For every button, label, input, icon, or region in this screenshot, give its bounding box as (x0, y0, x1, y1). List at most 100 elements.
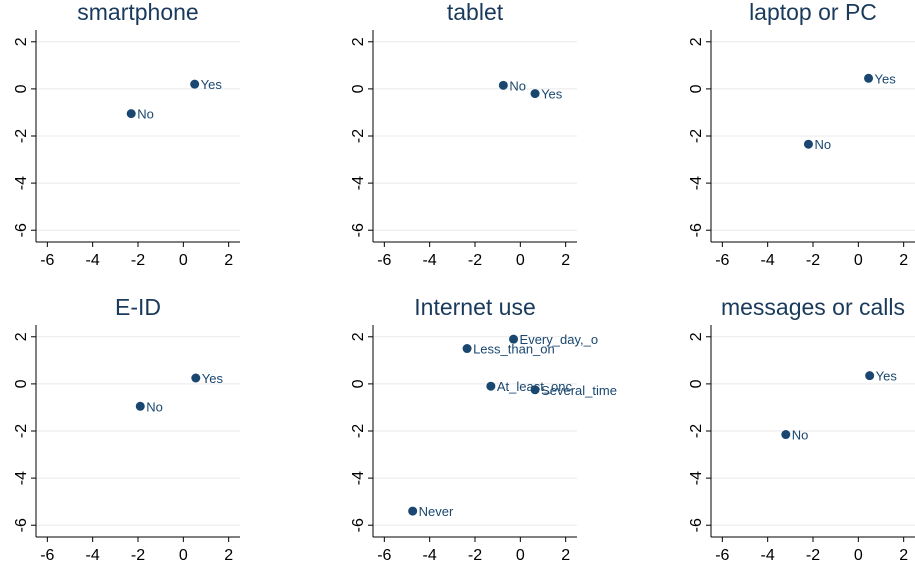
data-point-label: Several_time (541, 383, 617, 398)
data-point-label: No (509, 78, 526, 93)
y-tick-label: -4 (13, 471, 30, 485)
panel-title: smartphone (77, 0, 198, 25)
y-tick-label: -2 (350, 129, 367, 143)
data-point-label: No (137, 107, 154, 122)
y-tick-label: 2 (350, 332, 367, 341)
data-point-label: No (792, 428, 809, 443)
panel-title: laptop or PC (749, 0, 877, 25)
y-tick-label: -6 (350, 518, 367, 532)
y-tick-label: 0 (350, 84, 367, 93)
data-point (190, 79, 200, 89)
data-point-label: No (814, 137, 831, 152)
x-tick-label: -2 (806, 252, 820, 269)
y-tick-label: -4 (350, 471, 367, 485)
x-tick-label: -6 (715, 547, 729, 564)
panel-5: Internet use 2 0 -2 -4 -6 -6 -4 -2 0 2 Every_day,_o… (350, 294, 617, 564)
data-point (135, 401, 145, 411)
x-tick-label: -6 (377, 252, 391, 269)
x-tick-label: -6 (40, 547, 54, 564)
panel-4: E-ID 2 0 -2 -4 -6 -6 -4 -2 0 2 Yes No (13, 294, 240, 564)
y-tick-label: -6 (688, 518, 705, 532)
data-point (865, 371, 875, 381)
y-tick-label: -2 (13, 129, 30, 143)
data-point-label: Yes (541, 87, 563, 102)
y-tick-label: 2 (13, 332, 30, 341)
y-tick-label: -4 (350, 176, 367, 190)
x-tick-label: 0 (854, 252, 863, 269)
data-point (126, 109, 136, 119)
data-point (803, 139, 813, 149)
x-tick-label: 0 (516, 252, 525, 269)
y-tick-label: -4 (688, 176, 705, 190)
x-tick-label: -4 (423, 252, 437, 269)
x-tick-label: -2 (806, 547, 820, 564)
panel-2: tablet 2 0 -2 -4 -6 -6 -4 -2 0 2 No Yes (350, 0, 577, 269)
x-tick-label: -2 (131, 252, 145, 269)
data-point (864, 73, 874, 83)
x-tick-label: 2 (899, 252, 908, 269)
data-point-label: Every_day,_o (520, 332, 599, 347)
x-tick-label: -4 (761, 547, 775, 564)
x-tick-label: 2 (224, 252, 233, 269)
panel-title: tablet (447, 0, 504, 25)
x-tick-label: 2 (899, 547, 908, 564)
x-tick-label: -6 (715, 252, 729, 269)
data-point-label: Yes (201, 77, 223, 92)
y-tick-label: 0 (13, 379, 30, 388)
panel-title: messages or calls (721, 294, 905, 320)
data-point (530, 385, 540, 395)
x-tick-label: 2 (561, 252, 570, 269)
y-tick-label: 0 (13, 84, 30, 93)
data-point (498, 80, 508, 90)
data-point-label: Less_than_on (473, 342, 555, 357)
y-tick-label: -6 (688, 223, 705, 237)
data-point (408, 506, 418, 516)
data-point (530, 89, 540, 99)
x-tick-label: -2 (468, 252, 482, 269)
panel-6: messages or calls 2 0 -2 -4 -6 -6 -4 -2 0 2 Yes No (688, 294, 915, 564)
panel-title: Internet use (414, 294, 535, 320)
data-point (486, 381, 496, 391)
x-tick-label: -6 (377, 547, 391, 564)
x-tick-label: -4 (86, 252, 100, 269)
data-point-label: No (146, 399, 163, 414)
y-tick-label: 0 (688, 84, 705, 93)
data-point-label: Yes (875, 71, 897, 86)
y-tick-label: 2 (688, 37, 705, 46)
data-point (509, 334, 519, 344)
y-tick-label: -6 (13, 518, 30, 532)
data-point (462, 344, 472, 354)
y-tick-label: 2 (350, 37, 367, 46)
x-tick-label: -4 (761, 252, 775, 269)
data-point-label: Yes (202, 371, 224, 386)
y-tick-label: -4 (13, 176, 30, 190)
data-point-label: Never (419, 504, 454, 519)
data-point (191, 373, 201, 383)
x-tick-label: 0 (854, 547, 863, 564)
y-tick-label: -2 (688, 424, 705, 438)
x-tick-label: -2 (131, 547, 145, 564)
y-tick-label: 0 (350, 379, 367, 388)
y-tick-label: -2 (13, 424, 30, 438)
x-tick-label: -6 (40, 252, 54, 269)
x-tick-label: 2 (561, 547, 570, 564)
x-tick-label: -4 (423, 547, 437, 564)
x-tick-label: 0 (516, 547, 525, 564)
x-tick-label: -4 (86, 547, 100, 564)
x-tick-label: 2 (224, 547, 233, 564)
y-tick-label: -4 (688, 471, 705, 485)
y-tick-label: -6 (13, 223, 30, 237)
y-tick-label: 2 (688, 332, 705, 341)
x-tick-label: 0 (179, 252, 188, 269)
y-tick-label: -6 (350, 223, 367, 237)
y-tick-label: 0 (688, 379, 705, 388)
data-point-label: Yes (876, 369, 898, 384)
data-point (781, 430, 791, 440)
panel-3: laptop or PC 2 0 -2 -4 -6 -6 -4 -2 0 2 Yes No (688, 0, 915, 269)
y-tick-label: 2 (13, 37, 30, 46)
x-tick-label: 0 (179, 547, 188, 564)
x-tick-label: -2 (468, 547, 482, 564)
panel-1: smartphone 2 0 -2 -4 -6 -6 -4 -2 0 2 Yes No (13, 0, 240, 269)
panel-title: E-ID (115, 294, 161, 320)
